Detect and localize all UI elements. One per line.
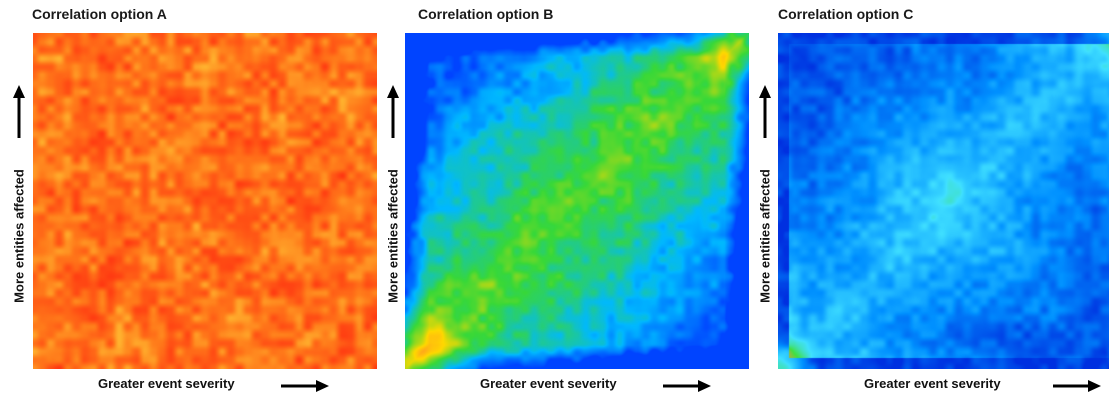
x-axis-label: Greater event severity xyxy=(98,376,235,391)
up-arrow-icon xyxy=(759,85,771,138)
heatmap-a xyxy=(33,33,377,369)
heatmap-b xyxy=(405,33,749,369)
right-arrow-icon xyxy=(663,380,711,392)
right-arrow-icon xyxy=(281,380,329,392)
chart-title: Correlation option C xyxy=(778,6,914,22)
panel-a: Correlation option A More entities affec… xyxy=(0,0,380,396)
y-axis-label: More entities affected xyxy=(757,169,773,303)
x-axis-label: Greater event severity xyxy=(864,376,1001,391)
right-arrow-icon xyxy=(1053,380,1101,392)
up-arrow-icon xyxy=(387,85,399,138)
panel-b: Correlation option B More entities affec… xyxy=(374,0,754,396)
panel-c: Correlation option C More entities affec… xyxy=(746,0,1109,396)
up-arrow-icon xyxy=(13,85,25,138)
y-axis-label: More entities affected xyxy=(385,169,401,303)
heatmap-c xyxy=(778,33,1109,369)
chart-title: Correlation option A xyxy=(32,6,167,22)
x-axis-label: Greater event severity xyxy=(480,376,617,391)
chart-title: Correlation option B xyxy=(418,6,554,22)
y-axis-label: More entities affected xyxy=(11,169,27,303)
